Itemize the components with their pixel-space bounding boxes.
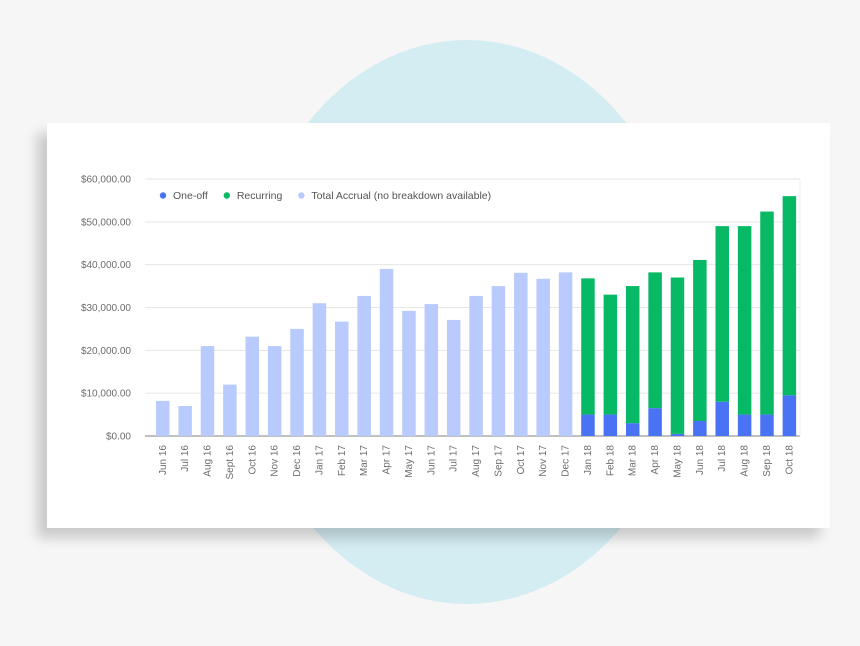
y-tick-label: $40,000.00 bbox=[81, 260, 131, 271]
bar-one-off bbox=[693, 421, 707, 436]
bar-recurring bbox=[625, 286, 640, 424]
bar-total bbox=[357, 295, 371, 436]
x-tick-label: Sep 18 bbox=[762, 445, 773, 477]
bar-recurring bbox=[737, 226, 752, 415]
x-tick-label: Mar 18 bbox=[628, 445, 639, 477]
bar-total bbox=[558, 272, 573, 436]
bar-recurring bbox=[581, 278, 595, 415]
y-axis: $0.00 $10,000.00 $20,000.00 $30,000.00 $40,0… bbox=[81, 175, 131, 443]
bar-one-off bbox=[603, 414, 618, 436]
legend-label: One-off bbox=[173, 190, 208, 202]
bar-recurring bbox=[715, 226, 729, 402]
bar-one-off bbox=[760, 414, 774, 436]
y-tick-label: $0.00 bbox=[106, 432, 131, 443]
bar-total bbox=[379, 268, 394, 436]
bar-one-off bbox=[670, 433, 685, 436]
bar-one-off bbox=[581, 414, 595, 436]
x-tick-label: Apr 17 bbox=[382, 445, 393, 475]
x-tick-label: Oct 17 bbox=[516, 445, 527, 475]
x-tick-label: Jul 18 bbox=[717, 445, 728, 472]
bar-one-off bbox=[782, 395, 797, 436]
bar-recurring bbox=[760, 211, 774, 415]
bar-recurring bbox=[670, 277, 685, 434]
bar-total bbox=[514, 272, 528, 436]
x-axis: Jun 16 Jul 16 Aug 16 Sept 16 Oct 16 Nov 16 Dec… bbox=[158, 445, 796, 480]
y-tick-label: $50,000.00 bbox=[81, 217, 131, 228]
bar-total bbox=[335, 321, 349, 436]
bars bbox=[156, 196, 797, 436]
legend-marker bbox=[159, 192, 167, 199]
x-tick-label: Jun 18 bbox=[695, 445, 706, 475]
x-tick-label: Aug 17 bbox=[471, 445, 482, 477]
legend-marker bbox=[298, 192, 305, 199]
bar-recurring bbox=[782, 196, 797, 396]
x-tick-label: Jul 16 bbox=[180, 445, 191, 472]
y-tick-label: $60,000.00 bbox=[81, 175, 131, 186]
bar-total bbox=[223, 384, 237, 436]
x-tick-label: Jun 17 bbox=[426, 445, 437, 475]
x-tick-label: Feb 18 bbox=[605, 445, 616, 477]
x-tick-label: Oct 16 bbox=[247, 445, 258, 475]
x-tick-label: May 18 bbox=[672, 445, 683, 478]
x-tick-label: Oct 18 bbox=[784, 445, 795, 475]
bar-total bbox=[200, 346, 215, 436]
y-tick-label: $20,000.00 bbox=[81, 346, 131, 357]
bar-one-off bbox=[625, 423, 640, 436]
bar-total bbox=[290, 328, 304, 436]
legend-label: Recurring bbox=[237, 190, 283, 202]
legend-label: Total Accrual (no breakdown available) bbox=[311, 190, 491, 202]
legend: One-off Recurring Total Accrual (no breakd… bbox=[159, 190, 491, 202]
x-tick-label: Dec 17 bbox=[561, 445, 572, 477]
bar-total bbox=[156, 400, 170, 436]
bar-total bbox=[402, 310, 416, 436]
x-tick-label: Mar 17 bbox=[359, 445, 370, 477]
bar-total bbox=[536, 278, 550, 436]
x-tick-label: Aug 16 bbox=[203, 445, 214, 477]
x-tick-label: Aug 18 bbox=[740, 445, 751, 477]
chart-canvas: $0.00 $10,000.00 $20,000.00 $30,000.00 $40,0… bbox=[81, 175, 801, 480]
bar-recurring bbox=[603, 294, 618, 415]
y-tick-label: $10,000.00 bbox=[81, 389, 131, 400]
y-tick-label: $30,000.00 bbox=[81, 303, 131, 314]
bar-total bbox=[178, 406, 192, 436]
x-tick-label: Sep 17 bbox=[493, 445, 504, 477]
x-tick-label: Jan 18 bbox=[583, 445, 594, 475]
bar-total bbox=[491, 286, 506, 436]
x-tick-label: Nov 17 bbox=[538, 445, 549, 477]
x-tick-label: Jun 16 bbox=[158, 445, 169, 475]
bar-total bbox=[446, 319, 461, 436]
chart-card: $0.00 $10,000.00 $20,000.00 $30,000.00 $40,0… bbox=[47, 123, 830, 528]
bar-one-off bbox=[648, 408, 662, 436]
x-tick-label: Jul 17 bbox=[449, 445, 460, 472]
x-tick-label: Dec 16 bbox=[292, 445, 303, 477]
bar-total bbox=[424, 304, 439, 436]
bar-total bbox=[469, 295, 483, 436]
legend-marker bbox=[223, 192, 231, 199]
bar-total bbox=[267, 346, 282, 436]
bar-total bbox=[245, 336, 260, 436]
bar-recurring bbox=[693, 259, 707, 422]
x-tick-label: May 17 bbox=[404, 445, 415, 478]
bar-recurring bbox=[648, 272, 662, 409]
x-tick-label: Sept 16 bbox=[225, 445, 236, 480]
bar-one-off bbox=[737, 414, 752, 436]
x-tick-label: Jan 17 bbox=[314, 445, 325, 475]
bar-one-off bbox=[715, 401, 729, 436]
x-tick-label: Apr 18 bbox=[650, 445, 661, 475]
x-tick-label: Feb 17 bbox=[337, 445, 348, 477]
bar-total bbox=[312, 303, 327, 436]
x-tick-label: Nov 16 bbox=[270, 445, 281, 477]
